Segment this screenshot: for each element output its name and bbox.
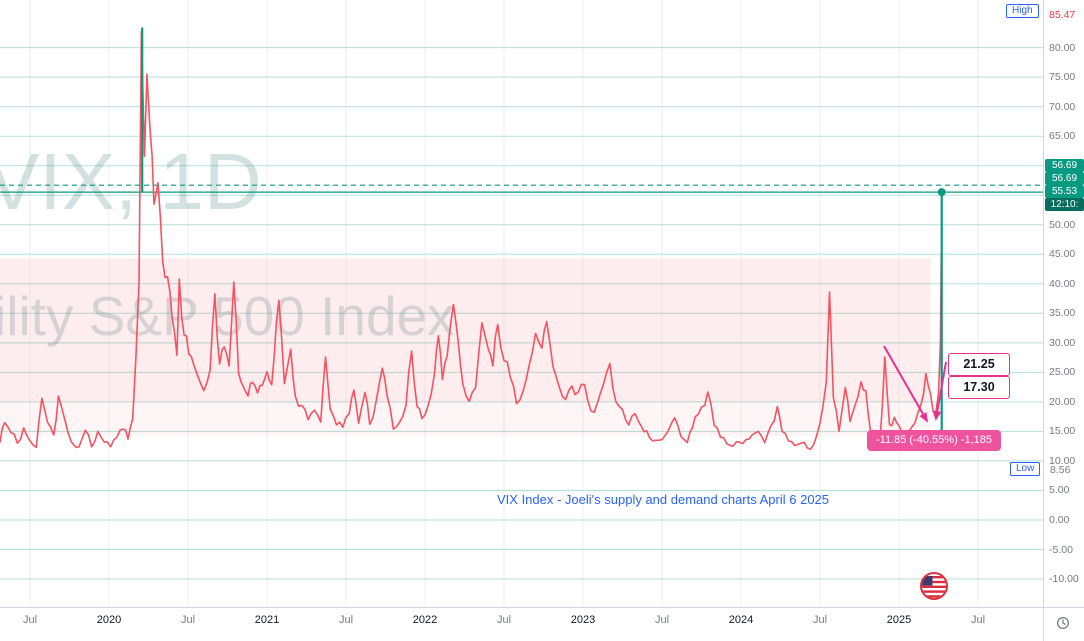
price-tick-label: -5.00 [1049, 543, 1073, 556]
price-tick-label: 25.00 [1049, 366, 1076, 379]
chart-pane[interactable]: VIX, 1D ility S&P 500 Index High Low 21.… [0, 0, 1043, 607]
low-value: 8.56 [1049, 464, 1072, 476]
time-tick-label: Jul [496, 614, 512, 626]
magenta-arrow [933, 361, 947, 421]
teal-dot-marker [937, 188, 946, 197]
magenta-arrow [883, 345, 928, 423]
price-badge: 12:10: [1045, 198, 1084, 212]
chart-annotation-text[interactable]: VIX Index - Joeli's supply and demand ch… [497, 492, 830, 507]
price-axis[interactable]: 85.47 8.56 80.00 75.00 70.00 65.00 50.00 45.0… [1043, 0, 1084, 607]
price-callout-upper[interactable]: 21.25 [948, 353, 1010, 376]
price-tick-label: 75.00 [1049, 71, 1076, 84]
price-tick-label: 5.00 [1049, 484, 1070, 497]
price-chart[interactable] [0, 0, 1043, 607]
time-tick-label: Jul [812, 614, 828, 626]
axis-corner-separator [1043, 608, 1044, 641]
price-tick-label: 30.00 [1049, 336, 1076, 349]
price-tick-label: 20.00 [1049, 395, 1076, 408]
price-tick-label: 45.00 [1049, 248, 1076, 261]
time-tick-label: 2025 [886, 614, 912, 626]
us-flag-icon[interactable] [919, 571, 949, 601]
price-tick-label: 80.00 [1049, 41, 1076, 54]
time-tick-label: Jul [22, 614, 38, 626]
price-badge: 56.69 [1045, 172, 1084, 186]
time-tick-label: Jul [180, 614, 196, 626]
price-callout-lower[interactable]: 17.30 [948, 376, 1010, 399]
time-tick-label: 2021 [254, 614, 280, 626]
time-tick-label: 2024 [728, 614, 754, 626]
price-tick-label: 15.00 [1049, 425, 1076, 438]
price-badge: 55.53 [1045, 185, 1084, 199]
price-tick-label: 0.00 [1049, 514, 1070, 526]
supply-demand-zone [0, 401, 931, 437]
price-tick-label: 10.00 [1049, 454, 1076, 467]
price-tick-label: 65.00 [1049, 130, 1076, 143]
price-tick-label: -10.00 [1049, 573, 1079, 586]
time-axis[interactable]: Jul 2020 Jul 2021 Jul 2022 Jul 2023 Jul 2024 Jul 20… [0, 607, 1084, 641]
price-tick-label: 70.00 [1049, 100, 1076, 113]
supply-demand-zone [0, 258, 931, 402]
vix-line-series [0, 30, 943, 451]
high-value: 85.47 [1049, 9, 1076, 21]
price-change-badge[interactable]: -11.85 (-40.55%) -1,185 [867, 430, 1001, 451]
clock-icon[interactable] [1056, 616, 1070, 635]
price-tick-label: 40.00 [1049, 277, 1076, 290]
low-note-label: Low [1010, 462, 1041, 476]
price-tick-label: 35.00 [1049, 307, 1076, 320]
time-tick-label: Jul [970, 614, 986, 626]
time-tick-label: Jul [338, 614, 354, 626]
high-note-label: High [1006, 4, 1039, 18]
time-tick-label: 2020 [96, 614, 122, 626]
time-tick-label: 2022 [412, 614, 438, 626]
price-badge: 56.69 [1045, 159, 1084, 173]
time-tick-label: Jul [654, 614, 670, 626]
watermark-symbol: VIX, 1D [0, 137, 262, 226]
watermark-description: ility S&P 500 Index [0, 284, 455, 348]
price-tick-label: 50.00 [1049, 218, 1076, 231]
time-tick-label: 2023 [570, 614, 596, 626]
